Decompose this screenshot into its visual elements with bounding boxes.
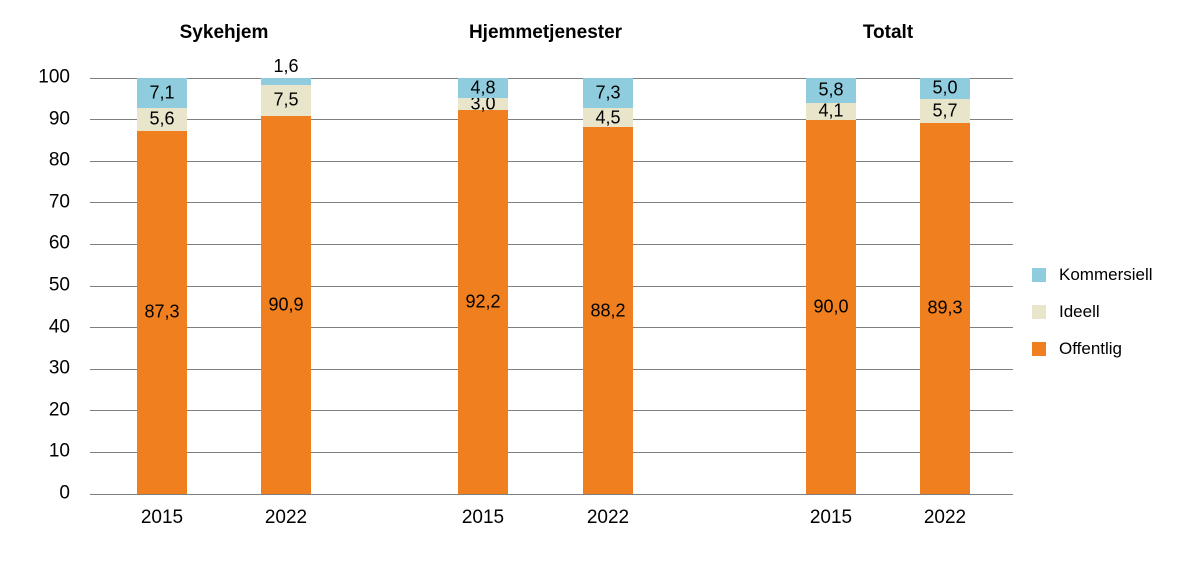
y-tick-label: 80 <box>48 149 70 171</box>
x-tick-label: 2022 <box>586 507 630 528</box>
y-tick-label: 50 <box>48 274 70 296</box>
legend-item: Offentlig <box>1032 339 1153 358</box>
x-tick-label: 2015 <box>140 507 184 528</box>
bar: 88,2 4,5 7,3 <box>583 78 633 494</box>
bar: 92,2 3,0 4,8 <box>458 77 508 494</box>
legend-color-swatch <box>1032 305 1046 319</box>
segment-value-label: 5,7 <box>932 100 958 121</box>
legend-label: Ideell <box>1059 302 1100 321</box>
bar-segment-offentlig <box>920 122 970 494</box>
segment-value-label: 90,0 <box>813 296 849 317</box>
segment-value-label: 3,0 <box>470 93 496 114</box>
segment-value-label: 5,8 <box>818 79 844 100</box>
legend: Kommersiell Ideell Offentlig <box>1032 265 1153 378</box>
gridline <box>90 77 1013 79</box>
bar: 87,3 5,6 7,1 <box>137 78 187 494</box>
segment-value-label: 92,2 <box>465 291 501 312</box>
segment-value-label: 88,2 <box>590 300 626 321</box>
gridline <box>90 451 1013 453</box>
bar-segment-ideell <box>583 108 633 128</box>
x-tick-label: 2015 <box>461 507 505 528</box>
bar-segment-ideell <box>261 84 311 116</box>
group-title: Totalt <box>862 22 914 43</box>
legend-label: Kommersiell <box>1059 265 1153 284</box>
segment-value-label: 89,3 <box>927 297 963 318</box>
y-tick-label: 90 <box>48 108 70 130</box>
bar-segment-offentlig <box>806 119 856 494</box>
gridline <box>90 285 1013 287</box>
gridline <box>90 119 1013 121</box>
bar-segment-kommersiell <box>583 78 633 109</box>
y-tick-label: 60 <box>48 232 70 254</box>
y-tick-label: 20 <box>48 399 70 421</box>
y-tick-label: 100 <box>38 66 70 88</box>
x-tick-label: 2022 <box>264 507 308 528</box>
legend-color-swatch <box>1032 342 1046 356</box>
segment-value-label: 4,1 <box>818 100 844 121</box>
bar-segment-ideell <box>920 98 970 123</box>
bar-segment-offentlig <box>137 130 187 494</box>
y-tick-label: 10 <box>48 440 70 462</box>
x-tick-label: 2022 <box>923 507 967 528</box>
segment-value-label: 7,1 <box>149 82 175 103</box>
group-title: Hjemmetjenester <box>468 22 623 43</box>
segment-value-label: 7,5 <box>273 89 299 110</box>
bar-segment-offentlig <box>458 110 508 494</box>
bar-segment-ideell <box>806 102 856 120</box>
gridline <box>90 202 1013 204</box>
segment-value-label: 1,6 <box>273 56 299 76</box>
bar: 90,0 4,1 5,8 <box>806 78 856 494</box>
gridline <box>90 493 1013 495</box>
bar: 90,9 7,5 1,6 <box>261 56 311 494</box>
legend-item: Kommersiell <box>1032 265 1153 284</box>
legend-item: Ideell <box>1032 302 1153 321</box>
bar: 89,3 5,7 5,0 <box>920 78 970 494</box>
segment-value-label: 90,9 <box>268 294 304 315</box>
legend-color-swatch <box>1032 268 1046 282</box>
segment-value-label: 5,0 <box>932 77 958 98</box>
x-tick-label: 2015 <box>809 507 853 528</box>
bar-segment-kommersiell <box>920 78 970 99</box>
bar-segment-kommersiell <box>458 78 508 98</box>
segment-value-label: 87,3 <box>144 301 180 322</box>
gridline <box>90 327 1013 329</box>
y-tick-label: 30 <box>48 357 70 379</box>
segment-value-label: 4,8 <box>470 77 496 98</box>
bar-segment-kommersiell <box>261 78 311 85</box>
y-tick-label: 0 <box>59 482 70 504</box>
gridline <box>90 368 1013 370</box>
gridline <box>90 410 1013 412</box>
y-tick-label: 70 <box>48 191 70 213</box>
bar-segment-ideell <box>137 107 187 131</box>
bar-segment-kommersiell <box>806 78 856 103</box>
bar-segment-offentlig <box>261 115 311 494</box>
y-tick-label: 40 <box>48 316 70 338</box>
bar-segment-offentlig <box>583 127 633 494</box>
bar-segment-kommersiell <box>137 78 187 108</box>
gridline <box>90 243 1013 245</box>
group-title: Sykehjem <box>179 22 269 43</box>
bar-segment-ideell <box>458 97 508 111</box>
segment-value-label: 4,5 <box>595 107 621 128</box>
gridline <box>90 160 1013 162</box>
segment-value-label: 7,3 <box>595 82 621 103</box>
segment-value-label: 5,6 <box>149 108 175 129</box>
legend-label: Offentlig <box>1059 339 1123 358</box>
